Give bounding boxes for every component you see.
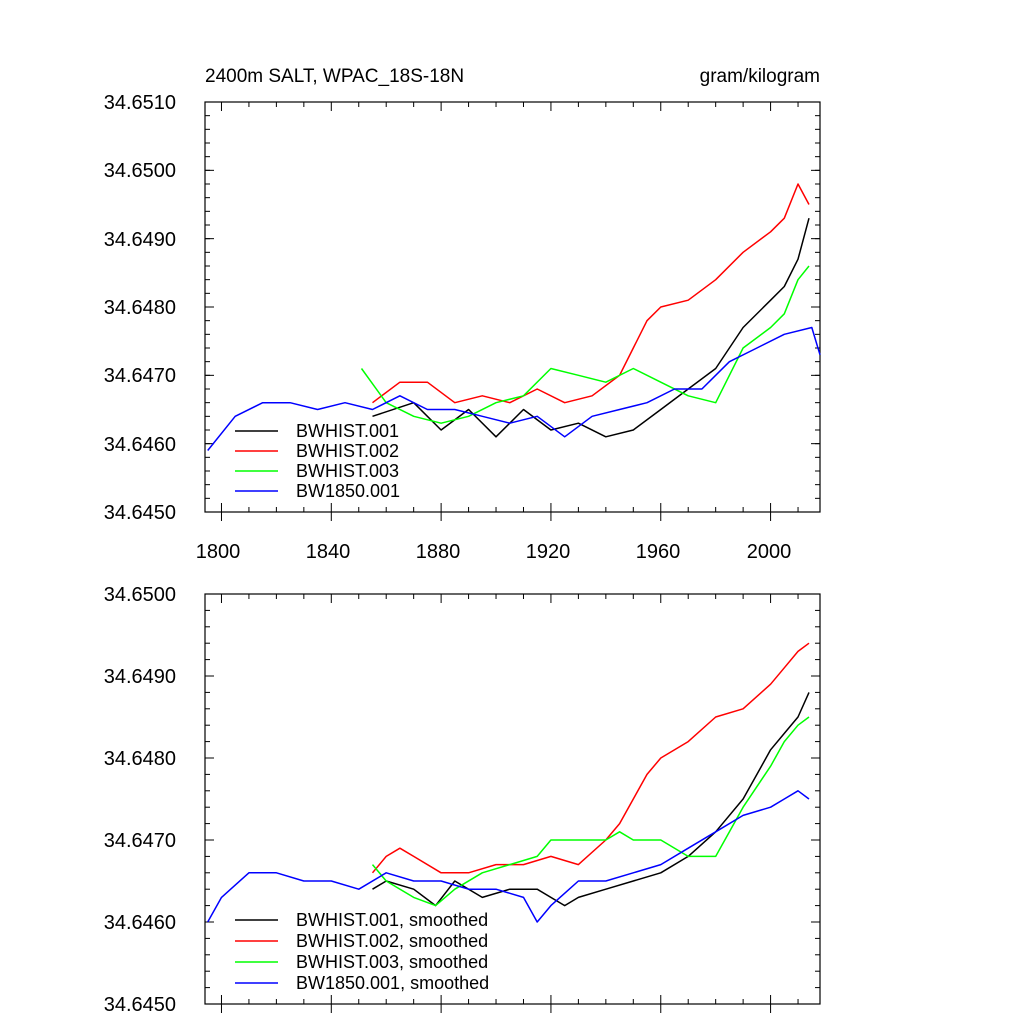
x-tick-label: 2000 [747,541,792,563]
y-tick-label: 34.6470 [104,365,176,387]
series-lines [207,642,810,923]
legend-label: BWHIST.003 [296,461,399,481]
units-label: gram/kilogram [700,66,820,87]
legend: BWHIST.001, smoothed BWHIST.002, smoothe… [235,910,489,993]
y-tick-label: 34.6470 [104,830,176,852]
y-tick-label: 34.6500 [104,584,176,606]
y-tick-label: 34.6490 [104,229,176,251]
y-axis-labels: 34.6500 34.6490 34.6480 34.6470 34.6460 … [104,584,176,1016]
series-line-bwhist-001-smoothed [372,692,810,907]
axis-ticks [205,593,820,1013]
legend-label: BWHIST.001 [296,421,399,441]
series-line-bw1850-001-smoothed [207,790,810,923]
plot-frame [204,593,821,1005]
x-tick-label: 1960 [636,541,681,563]
y-tick-label: 34.6500 [104,160,176,182]
y-tick-label: 34.6510 [104,92,176,114]
y-tick-label: 34.6450 [104,502,176,524]
series-line-bwhist-002-smoothed [371,642,810,874]
x-tick-label: 1840 [306,541,351,563]
x-tick-label: 1880 [416,541,461,563]
series-line-bwhist-003 [360,265,810,424]
x-tick-label: 1800 [196,541,241,563]
series-line-bw1850-001 [207,326,821,451]
legend: BWHIST.001 BWHIST.002 BWHIST.003 BW1850.… [235,421,400,501]
y-tick-label: 34.6480 [104,748,176,770]
y-tick-label: 34.6490 [104,666,176,688]
x-tick-label: 1920 [526,541,571,563]
bottom-panel: 34.6500 34.6490 34.6480 34.6470 34.6460 … [104,584,821,1016]
legend-label: BWHIST.003, smoothed [296,952,488,972]
legend-label: BWHIST.002 [296,441,399,461]
y-tick-label: 34.6480 [104,297,176,319]
chart-title: 2400m SALT, WPAC_18S-18N [205,66,464,87]
legend-label: BWHIST.002, smoothed [296,931,488,951]
series-line-bwhist-002 [372,183,810,404]
y-tick-label: 34.6450 [104,994,176,1016]
legend-label: BWHIST.001, smoothed [296,910,488,930]
series-line-bwhist-001 [372,218,810,438]
axis-ticks [205,101,820,521]
x-axis-labels: 1800 1840 1880 1920 1960 2000 [196,541,792,563]
legend-label: BW1850.001, smoothed [296,973,489,993]
legend-label: BW1850.001 [296,481,400,501]
series-line-bwhist-003-smoothed [371,716,810,907]
y-axis-labels: 34.6510 34.6500 34.6490 34.6480 34.6470 … [104,92,176,524]
top-panel: 2400m SALT, WPAC_18S-18N gram/kilogram 3… [104,66,821,563]
series-lines [207,183,821,451]
y-tick-label: 34.6460 [104,912,176,934]
y-tick-label: 34.6460 [104,434,176,456]
